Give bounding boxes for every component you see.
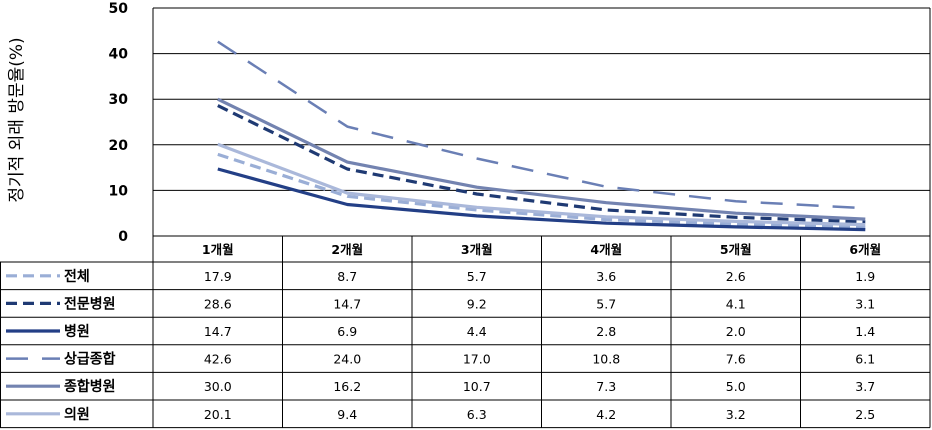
x-tick-label: 6개월	[849, 242, 881, 257]
data-label: 2.6	[726, 269, 746, 284]
y-tick-label: 0	[118, 229, 128, 245]
x-tick-label: 4개월	[590, 242, 622, 257]
series-line-3	[217, 40, 866, 210]
data-label: 7.3	[596, 379, 616, 394]
legend-label: 상급종합	[64, 351, 116, 368]
x-tick-label: 2개월	[331, 242, 363, 257]
data-label: 2.8	[596, 324, 616, 339]
series-line-0	[217, 152, 866, 229]
data-label: 10.7	[463, 379, 491, 394]
y-tick-label: 10	[109, 183, 129, 199]
y-tick-label: 40	[109, 47, 129, 63]
data-label: 3.1	[855, 296, 875, 311]
data-label: 20.1	[204, 407, 232, 422]
data-label: 4.4	[467, 324, 487, 339]
series-line-4	[217, 97, 866, 221]
data-label: 2.5	[855, 407, 875, 422]
data-label: 30.0	[204, 379, 232, 394]
legend-label: 병원	[64, 323, 90, 340]
data-label: 1.4	[855, 324, 875, 339]
data-label: 1.9	[855, 269, 875, 284]
legend-label: 전체	[64, 268, 90, 285]
data-label: 17.0	[463, 352, 491, 367]
data-label: 5.7	[467, 269, 487, 284]
series-line-2	[217, 167, 866, 232]
data-label: 28.6	[204, 296, 232, 311]
x-tick-label: 5개월	[720, 242, 752, 257]
y-axis-label: 정기적 외래 방문율(%)	[7, 37, 27, 202]
legend-label: 의원	[64, 406, 90, 423]
data-label: 16.2	[333, 379, 361, 394]
data-label: 6.9	[337, 324, 357, 339]
legend-label: 전문병원	[64, 295, 116, 312]
data-label: 24.0	[333, 352, 361, 367]
data-label: 3.6	[596, 269, 616, 284]
data-label: 9.4	[337, 407, 357, 422]
data-label: 10.8	[592, 352, 620, 367]
data-label: 42.6	[204, 352, 232, 367]
data-label: 6.1	[855, 352, 875, 367]
data-label: 8.7	[337, 269, 357, 284]
legend-label: 종합병원	[64, 378, 116, 395]
series-lines	[217, 40, 866, 232]
x-tick-label: 3개월	[461, 242, 493, 257]
data-label: 17.9	[204, 269, 232, 284]
y-tick-label: 20	[109, 138, 129, 154]
series-line-1	[217, 104, 866, 224]
y-axis: 0 10 20 30 40 50	[109, 1, 154, 245]
data-label: 7.6	[726, 352, 746, 367]
data-label: 9.2	[467, 296, 487, 311]
data-label: 3.7	[855, 379, 875, 394]
data-label: 6.3	[467, 407, 487, 422]
y-tick-label: 50	[109, 1, 129, 17]
data-label: 14.7	[204, 324, 232, 339]
data-label: 3.2	[726, 407, 746, 422]
x-tick-label: 1개월	[202, 242, 234, 257]
data-label: 4.1	[726, 296, 746, 311]
data-label: 2.0	[726, 324, 746, 339]
series-line-5	[217, 142, 866, 227]
data-label: 14.7	[333, 296, 361, 311]
data-label: 5.0	[726, 379, 746, 394]
y-tick-label: 30	[109, 92, 129, 108]
data-label: 4.2	[596, 407, 616, 422]
data-label: 5.7	[596, 296, 616, 311]
